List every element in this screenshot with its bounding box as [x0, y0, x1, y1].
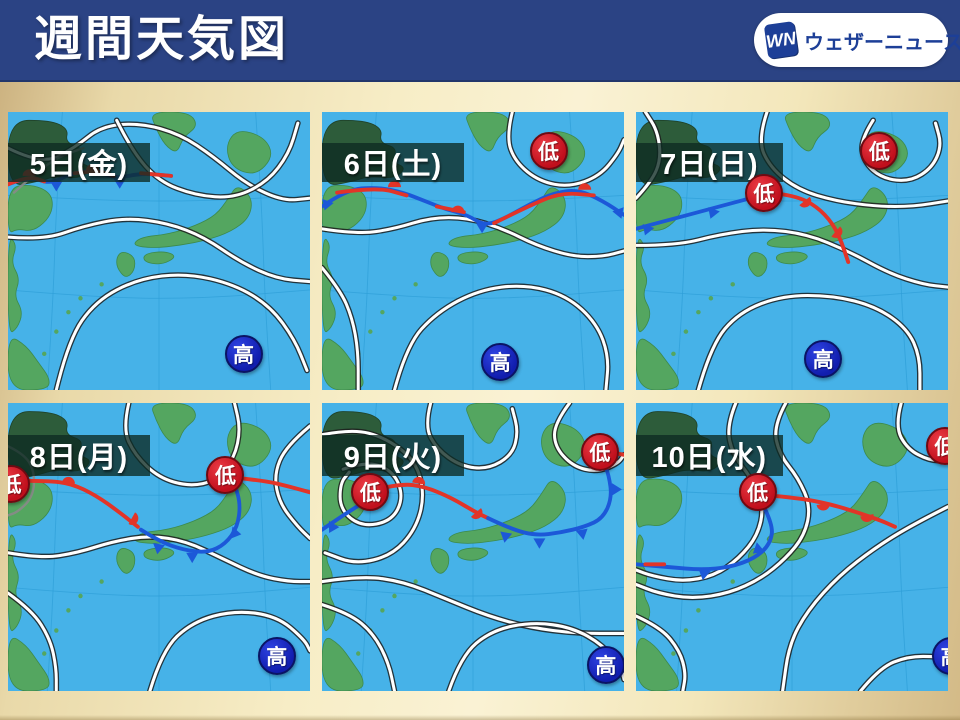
weather-panel-1: 5日(金) 高 [8, 112, 310, 390]
weather-panel-3: 7日(日) 低低高 [636, 112, 948, 390]
high-pressure-marker: 高 [481, 343, 520, 382]
low-pressure-marker: 低 [738, 473, 777, 512]
panel-date-label: 9日(火) [322, 434, 464, 476]
panel-date-label: 5日(金) [8, 142, 150, 183]
panel-date-label: 10日(水) [636, 434, 783, 476]
weather-map-grid: 5日(金) 高 6日(土) 低高 7日(日) 低低高 8日(月) 低低高 9日(火) 低低高 10日… [8, 112, 948, 691]
low-pressure-marker: 低 [744, 173, 783, 212]
high-pressure-marker: 高 [224, 334, 263, 373]
weather-map-svg [322, 403, 624, 691]
high-pressure-marker: 高 [804, 340, 843, 379]
page-title: 週間天気図 [34, 13, 290, 66]
high-pressure-marker: 高 [586, 646, 624, 685]
panel-date-label: 8日(月) [8, 434, 150, 476]
low-pressure-marker: 低 [580, 432, 619, 471]
low-pressure-marker: 低 [206, 456, 245, 494]
panel-date-label: 6日(土) [322, 142, 464, 183]
wn-logo-icon: WN [763, 21, 799, 59]
weather-panel-5: 9日(火) 低低高 [322, 403, 624, 691]
panel-date-label: 7日(日) [636, 142, 783, 183]
low-pressure-marker: 低 [8, 464, 31, 503]
logo-text: ウェザーニュース [804, 31, 960, 54]
weather-panel-4: 8日(月) 低低高 [8, 403, 310, 691]
weathernews-logo: WN ウェザーニュース [754, 13, 960, 67]
weather-map-svg [8, 112, 310, 390]
header-bar: 週間天気図 WN ウェザーニュース [0, 0, 960, 82]
low-pressure-marker: 低 [351, 473, 390, 512]
low-pressure-marker: 低 [529, 131, 568, 170]
low-pressure-marker: 低 [925, 427, 948, 466]
low-pressure-marker: 低 [860, 131, 899, 170]
weather-panel-2: 6日(土) 低高 [322, 112, 624, 390]
weather-panel-6: 10日(水)低低高 [636, 403, 948, 691]
high-pressure-marker: 高 [257, 637, 296, 676]
